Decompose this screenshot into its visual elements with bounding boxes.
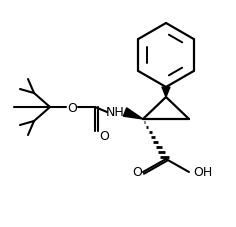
Polygon shape <box>162 88 170 98</box>
Text: O: O <box>67 101 77 114</box>
Polygon shape <box>123 108 143 119</box>
Text: OH: OH <box>193 166 213 179</box>
Text: NH: NH <box>106 105 124 118</box>
Text: O: O <box>132 166 142 179</box>
Text: O: O <box>99 129 109 142</box>
